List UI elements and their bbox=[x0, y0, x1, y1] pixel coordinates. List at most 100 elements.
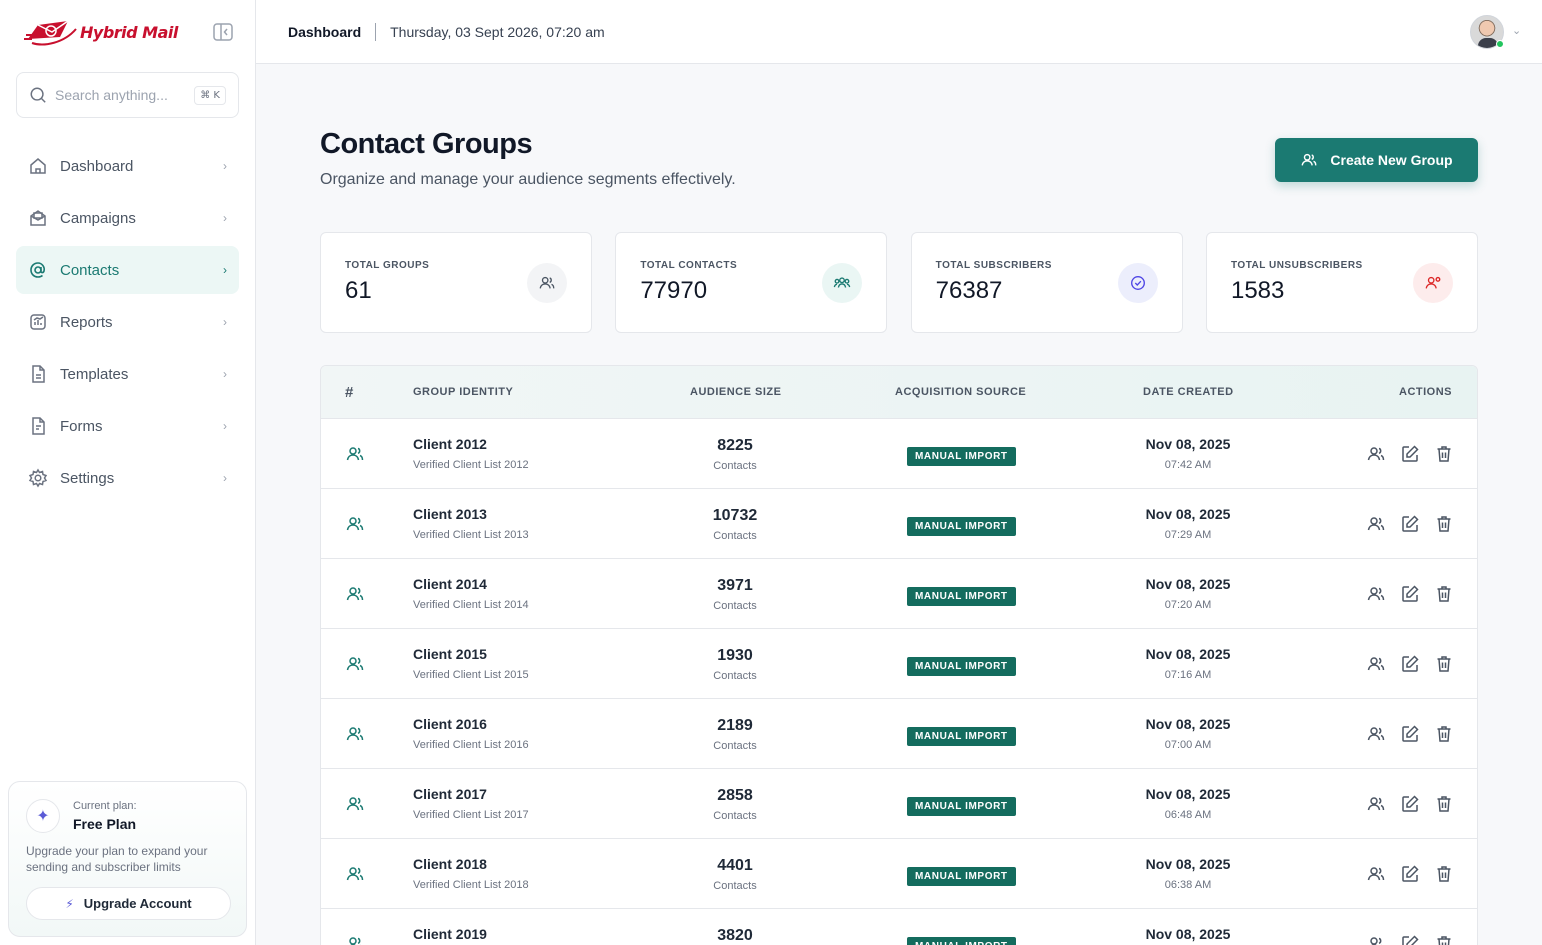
create-new-group-button[interactable]: Create New Group bbox=[1275, 138, 1478, 182]
sidebar-item-reports[interactable]: Reports › bbox=[16, 298, 239, 346]
date-created: Nov 08, 2025 bbox=[1145, 506, 1231, 522]
audience-unit: Contacts bbox=[713, 600, 757, 612]
view-members-icon[interactable] bbox=[1366, 794, 1386, 814]
view-members-icon[interactable] bbox=[1366, 654, 1386, 674]
lightning-icon: ⚡ bbox=[65, 896, 74, 911]
sidebar-nav: Dashboard › Campaigns › Contacts › Repor… bbox=[16, 142, 239, 506]
table-row[interactable]: Client 2015 Verified Client List 2015 19… bbox=[321, 629, 1477, 699]
group-description: Verified Client List 2015 bbox=[413, 669, 529, 681]
view-members-icon[interactable] bbox=[1366, 584, 1386, 604]
edit-icon[interactable] bbox=[1400, 584, 1420, 604]
delete-icon[interactable] bbox=[1434, 934, 1454, 945]
mail-open-icon bbox=[30, 210, 46, 226]
user-x-icon bbox=[1412, 263, 1453, 303]
source-badge: MANUAL IMPORT bbox=[907, 517, 1016, 536]
delete-icon[interactable] bbox=[1434, 514, 1454, 534]
group-name[interactable]: Client 2015 bbox=[413, 646, 487, 662]
column-header-identity: GROUP IDENTITY bbox=[413, 386, 514, 398]
time-created: 07:20 AM bbox=[1164, 599, 1212, 611]
audience-unit: Contacts bbox=[713, 880, 757, 892]
table-row[interactable]: Client 2017 Verified Client List 2017 28… bbox=[321, 769, 1477, 839]
sidebar-item-label: Dashboard bbox=[60, 157, 134, 175]
group-description: Verified Client List 2016 bbox=[413, 739, 529, 751]
group-name[interactable]: Client 2014 bbox=[413, 576, 487, 592]
table-row[interactable]: Client 2018 Verified Client List 2018 44… bbox=[321, 839, 1477, 909]
view-members-icon[interactable] bbox=[1366, 514, 1386, 534]
audience-unit: Contacts bbox=[713, 810, 757, 822]
brand-name: Hybrid Mail bbox=[80, 22, 178, 42]
delete-icon[interactable] bbox=[1434, 654, 1454, 674]
search-box[interactable]: ⌘ K bbox=[16, 72, 239, 118]
upgrade-account-button[interactable]: ⚡ Upgrade Account bbox=[26, 887, 231, 920]
table-row[interactable]: Client 2019 Verified Client List 2019 38… bbox=[321, 909, 1477, 945]
plan-name: Free Plan bbox=[73, 816, 137, 832]
home-icon bbox=[30, 158, 46, 174]
sidebar-item-label: Forms bbox=[60, 417, 103, 435]
sidebar-item-contacts[interactable]: Contacts › bbox=[16, 246, 239, 294]
chevron-right-icon: › bbox=[223, 263, 227, 277]
sidebar-item-label: Contacts bbox=[60, 261, 120, 279]
page-title: Contact Groups bbox=[320, 128, 533, 160]
brand-logo[interactable]: Hybrid Mail bbox=[24, 16, 178, 48]
delete-icon[interactable] bbox=[1434, 444, 1454, 464]
audience-unit: Contacts bbox=[713, 670, 757, 682]
chevron-right-icon: › bbox=[223, 419, 227, 433]
sidebar-toggle-icon[interactable] bbox=[212, 22, 234, 42]
stat-label: TOTAL SUBSCRIBERS bbox=[935, 260, 1052, 271]
group-name[interactable]: Client 2017 bbox=[413, 786, 487, 802]
breadcrumb-divider bbox=[375, 22, 377, 41]
group-name[interactable]: Client 2012 bbox=[413, 436, 487, 452]
edit-icon[interactable] bbox=[1400, 794, 1420, 814]
sidebar-item-dashboard[interactable]: Dashboard › bbox=[16, 142, 239, 190]
breadcrumb[interactable]: Dashboard bbox=[288, 23, 362, 40]
source-badge: MANUAL IMPORT bbox=[907, 587, 1016, 606]
audience-size: 8225 bbox=[717, 437, 753, 454]
delete-icon[interactable] bbox=[1434, 724, 1454, 744]
date-created: Nov 08, 2025 bbox=[1145, 436, 1231, 452]
table-row[interactable]: Client 2012 Verified Client List 2012 82… bbox=[321, 419, 1477, 489]
group-name[interactable]: Client 2019 bbox=[413, 926, 487, 942]
audience-size: 2189 bbox=[717, 717, 753, 734]
edit-icon[interactable] bbox=[1400, 934, 1420, 945]
edit-icon[interactable] bbox=[1400, 654, 1420, 674]
group-name[interactable]: Client 2013 bbox=[413, 506, 487, 522]
delete-icon[interactable] bbox=[1434, 864, 1454, 884]
group-name[interactable]: Client 2018 bbox=[413, 856, 487, 872]
sidebar-item-forms[interactable]: Forms › bbox=[16, 402, 239, 450]
search-input[interactable] bbox=[55, 87, 179, 103]
sidebar-item-label: Settings bbox=[60, 469, 115, 487]
chevron-down-icon[interactable]: ⌄ bbox=[1512, 25, 1522, 37]
edit-icon[interactable] bbox=[1400, 514, 1420, 534]
table-row[interactable]: Client 2014 Verified Client List 2014 39… bbox=[321, 559, 1477, 629]
stat-value: 61 bbox=[345, 277, 372, 304]
stat-value: 1583 bbox=[1230, 277, 1285, 304]
delete-icon[interactable] bbox=[1434, 584, 1454, 604]
sidebar-item-settings[interactable]: Settings › bbox=[16, 454, 239, 502]
source-badge: MANUAL IMPORT bbox=[907, 937, 1016, 945]
table-row[interactable]: Client 2016 Verified Client List 2016 21… bbox=[321, 699, 1477, 769]
date-created: Nov 08, 2025 bbox=[1145, 646, 1231, 662]
stat-card-total-groups: TOTAL GROUPS 61 bbox=[320, 232, 592, 333]
table-row[interactable]: Client 2013 Verified Client List 2013 10… bbox=[321, 489, 1477, 559]
audience-size: 2858 bbox=[717, 787, 753, 804]
sidebar-item-campaigns[interactable]: Campaigns › bbox=[16, 194, 239, 242]
group-name[interactable]: Client 2016 bbox=[413, 716, 487, 732]
edit-icon[interactable] bbox=[1400, 444, 1420, 464]
top-bar: Dashboard Thursday, 03 Sept 2026, 07:20 … bbox=[256, 0, 1542, 64]
delete-icon[interactable] bbox=[1434, 794, 1454, 814]
view-members-icon[interactable] bbox=[1366, 934, 1386, 945]
sidebar-item-templates[interactable]: Templates › bbox=[16, 350, 239, 398]
edit-icon[interactable] bbox=[1400, 724, 1420, 744]
table-body: Client 2012 Verified Client List 2012 82… bbox=[321, 419, 1477, 945]
table-header: # GROUP IDENTITY AUDIENCE SIZE ACQUISITI… bbox=[321, 366, 1477, 419]
search-shortcut: ⌘ K bbox=[194, 85, 226, 105]
users-icon bbox=[346, 867, 364, 881]
view-members-icon[interactable] bbox=[1366, 724, 1386, 744]
edit-icon[interactable] bbox=[1400, 864, 1420, 884]
page-subtitle: Organize and manage your audience segmen… bbox=[320, 171, 736, 188]
time-created: 07:29 AM bbox=[1164, 529, 1212, 541]
stat-card-total-unsubscribers: TOTAL UNSUBSCRIBERS 1583 bbox=[1205, 232, 1478, 333]
stats-row: TOTAL GROUPS 61 TOTAL CONTACTS 77970 TOT… bbox=[320, 232, 1478, 333]
view-members-icon[interactable] bbox=[1366, 444, 1386, 464]
view-members-icon[interactable] bbox=[1366, 864, 1386, 884]
